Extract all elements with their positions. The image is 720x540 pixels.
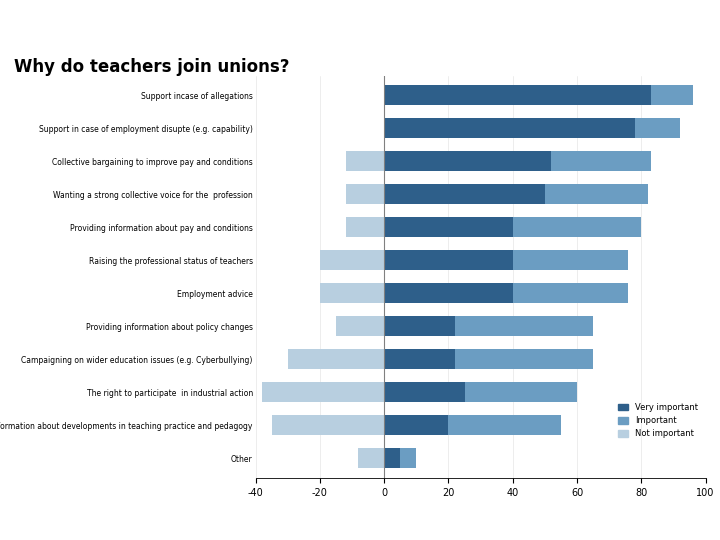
Bar [384, 118, 635, 138]
Bar [384, 448, 400, 468]
Bar [271, 415, 384, 435]
Bar [320, 284, 384, 303]
Bar [384, 251, 513, 270]
Bar [346, 151, 384, 171]
Text: “Society should ensure that all children and young people receive the support th: “Society should ensure that all children… [104, 517, 616, 523]
Bar [635, 118, 680, 138]
Bar [384, 151, 552, 171]
Bar [262, 382, 384, 402]
Text: Why do teachers join unions?: Why do teachers join unions? [14, 58, 289, 77]
Bar [384, 284, 513, 303]
Bar [384, 382, 464, 402]
Bar [359, 448, 384, 468]
Legend: Very important, Important, Not important: Very important, Important, Not important [615, 400, 701, 442]
Bar [384, 349, 455, 369]
Bar [384, 415, 449, 435]
Bar [513, 284, 629, 303]
Bar [346, 185, 384, 204]
Bar [552, 151, 651, 171]
Text: linfo@lkmco.org - +44(0)7795 370459 - @LKMco – www.lkmco.org.uk: linfo@lkmco.org - +44(0)7795 370459 - @L… [234, 530, 486, 537]
Bar [336, 316, 384, 336]
Bar [545, 185, 648, 204]
Bar [320, 251, 384, 270]
Text: lkm: lkm [338, 492, 375, 510]
Bar [384, 185, 545, 204]
Bar [384, 218, 513, 237]
Bar [288, 349, 384, 369]
Bar [400, 448, 416, 468]
Bar [384, 316, 455, 336]
Text: “The sharpest eyes in education” - “Outstanding support” - “A measurable improve: “The sharpest eyes in education” - “Outs… [40, 15, 680, 24]
Bar [513, 218, 642, 237]
Bar [449, 415, 561, 435]
Bar [651, 85, 693, 105]
Bar [455, 349, 593, 369]
Bar [346, 218, 384, 237]
Bar [384, 85, 651, 105]
Bar [513, 251, 629, 270]
Text: CO: CO [382, 493, 393, 502]
Bar [464, 382, 577, 402]
Text: “Excellent grasp of the sector & beyond” – “Evidence based opinions”: “Excellent grasp of the sector & beyond”… [161, 44, 559, 53]
Bar [455, 316, 593, 336]
